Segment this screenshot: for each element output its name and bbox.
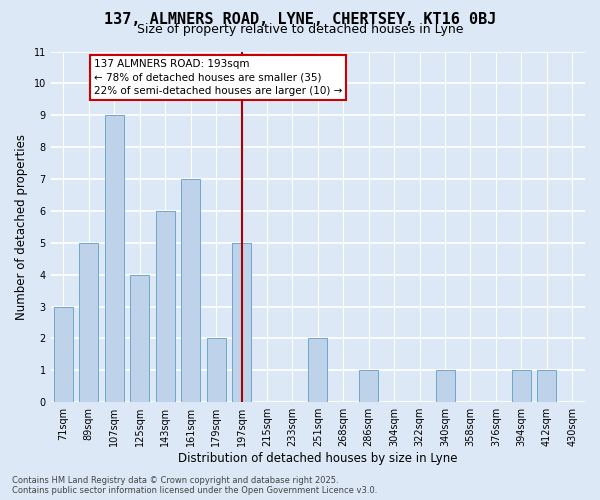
Bar [436,370,455,402]
Text: 137, ALMNERS ROAD, LYNE, CHERTSEY, KT16 0BJ: 137, ALMNERS ROAD, LYNE, CHERTSEY, KT16 … [104,12,496,28]
Bar [308,338,328,402]
X-axis label: Distribution of detached houses by size in Lyne: Distribution of detached houses by size … [178,452,458,465]
Bar [105,116,124,402]
Bar [79,243,98,402]
Text: Contains HM Land Registry data © Crown copyright and database right 2025.
Contai: Contains HM Land Registry data © Crown c… [12,476,377,495]
Bar [359,370,378,402]
Y-axis label: Number of detached properties: Number of detached properties [15,134,28,320]
Bar [130,274,149,402]
Text: Size of property relative to detached houses in Lyne: Size of property relative to detached ho… [137,22,463,36]
Bar [206,338,226,402]
Bar [512,370,531,402]
Text: 137 ALMNERS ROAD: 193sqm
← 78% of detached houses are smaller (35)
22% of semi-d: 137 ALMNERS ROAD: 193sqm ← 78% of detach… [94,60,342,96]
Bar [181,179,200,402]
Bar [537,370,556,402]
Bar [155,211,175,402]
Bar [54,306,73,402]
Bar [232,243,251,402]
